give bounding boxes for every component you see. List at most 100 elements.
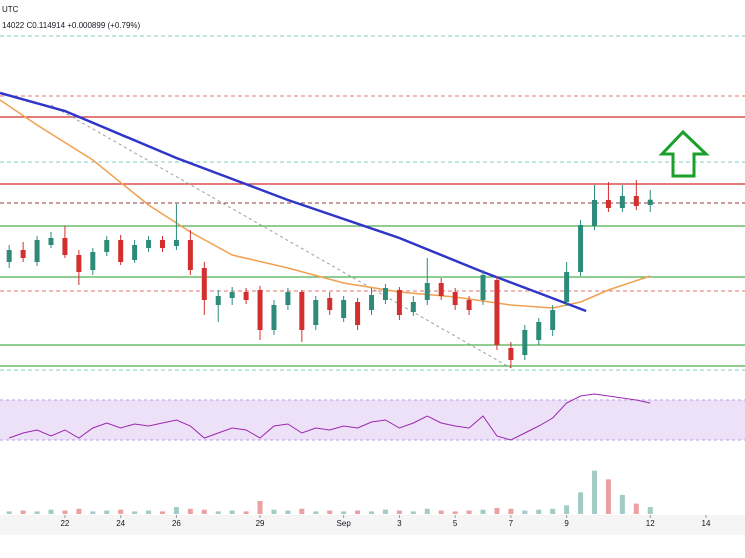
candle-body	[62, 238, 68, 255]
candle-body	[271, 305, 277, 330]
overlay-line	[50, 104, 512, 369]
candle-body	[466, 300, 472, 310]
volume-bar	[369, 511, 375, 514]
volume-bar	[591, 470, 597, 514]
candle-body	[605, 200, 611, 208]
x-tick-label: 22	[60, 519, 69, 528]
candle-body	[382, 288, 388, 300]
candle-body	[438, 283, 444, 296]
volume-bar	[466, 510, 472, 514]
candle-body	[90, 252, 96, 270]
volume-bar	[6, 511, 12, 514]
x-tick-label: 7	[509, 519, 514, 528]
candle-body	[118, 240, 124, 262]
candle-body	[508, 348, 514, 360]
candle-body	[369, 295, 375, 310]
volume-bar	[90, 511, 96, 514]
candle-body	[522, 330, 528, 355]
volume-bar	[146, 510, 152, 514]
volume-bar	[382, 509, 388, 514]
volume-bar	[243, 511, 249, 514]
volume-bar	[159, 511, 165, 514]
x-tick-label: 3	[397, 519, 402, 528]
volume-bar	[550, 508, 556, 514]
volume-bar	[257, 501, 263, 514]
candle-body	[327, 298, 333, 310]
x-tick-label: 5	[453, 519, 458, 528]
candle-body	[452, 292, 458, 305]
x-tick-label: Sep	[337, 519, 352, 528]
volume-bar	[201, 509, 207, 514]
candle-body	[564, 272, 570, 302]
candle-body	[494, 280, 500, 345]
candle-body	[313, 300, 319, 325]
volume-bar	[355, 510, 361, 514]
volume-bar	[187, 508, 193, 514]
candle-body	[243, 292, 249, 300]
candle-body	[355, 302, 361, 325]
candle-body	[201, 268, 207, 300]
candle-body	[173, 240, 179, 246]
volume-bar	[424, 508, 430, 514]
candle-body	[550, 310, 556, 330]
candle-body	[299, 292, 305, 330]
candle-body	[76, 255, 82, 272]
candle-body	[104, 240, 110, 252]
candle-body	[591, 200, 597, 226]
candle-body	[424, 283, 430, 300]
volume-bar	[619, 494, 625, 514]
candle-body	[480, 275, 486, 300]
volume-bar	[62, 510, 68, 514]
header-ohlc: 14022 C0.114914 +0.000899 (+0.79%)	[2, 21, 141, 30]
volume-bar	[396, 510, 402, 514]
volume-bar	[229, 510, 235, 514]
volume-bar	[285, 510, 291, 514]
volume-bar	[341, 511, 347, 514]
volume-bar	[647, 507, 653, 514]
volume-bar	[536, 509, 542, 514]
volume-bar	[578, 492, 584, 514]
candle-body	[229, 292, 235, 298]
candle-body	[396, 290, 402, 315]
x-tick-label: 14	[702, 519, 711, 528]
candle-body	[187, 240, 193, 270]
volume-bar	[118, 509, 124, 514]
rsi-band	[0, 400, 745, 440]
volume-bar	[480, 509, 486, 514]
candle-body	[215, 296, 221, 305]
volume-bar	[327, 510, 333, 514]
volume-bar	[522, 510, 528, 514]
candle-body	[633, 196, 639, 206]
overlay-line	[0, 91, 587, 313]
volume-bar	[494, 507, 500, 514]
rsi-line	[9, 393, 651, 441]
candle-body	[536, 322, 542, 340]
volume-bar	[605, 479, 611, 514]
volume-bar	[48, 509, 54, 514]
volume-bar	[452, 511, 458, 514]
candle-body	[20, 250, 26, 258]
volume-bar	[173, 507, 179, 514]
volume-bar	[299, 508, 305, 514]
volume-bar	[76, 508, 82, 514]
x-tick-label: 12	[646, 519, 655, 528]
x-tick-label: 24	[116, 519, 125, 528]
candle-body	[6, 250, 12, 262]
candle-body	[341, 300, 347, 318]
candle-body	[410, 302, 416, 312]
volume-bar	[20, 510, 26, 514]
volume-bar	[313, 511, 319, 514]
volume-bar	[34, 511, 40, 514]
candle-body	[159, 240, 165, 248]
candle-body	[619, 196, 625, 208]
candle-body	[34, 240, 40, 262]
up-arrow	[658, 129, 710, 178]
volume-bar	[633, 503, 639, 514]
candle-body	[257, 290, 263, 330]
volume-bar	[438, 510, 444, 514]
volume-bar	[271, 509, 277, 514]
candle-body	[647, 199, 653, 205]
x-tick-label: 9	[564, 519, 569, 528]
